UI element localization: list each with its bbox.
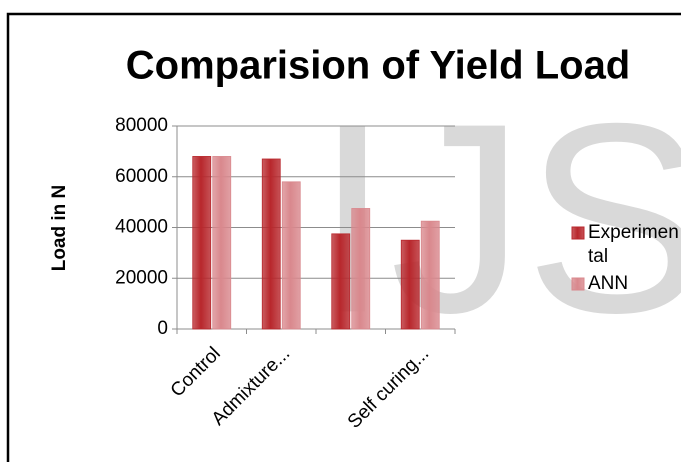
bar [400, 239, 420, 330]
bar [192, 156, 212, 330]
bar [281, 181, 301, 330]
legend-label: ANN [588, 273, 629, 294]
legend-swatch [571, 226, 585, 240]
bar [212, 156, 232, 330]
y-tick-label: 20000 [115, 267, 168, 288]
watermark: IJS [315, 68, 681, 369]
legend-label: Experimental [588, 222, 679, 267]
y-tick-label: 60000 [115, 166, 168, 187]
legend-item: Experimental [588, 222, 679, 267]
legend-item: ANN [588, 273, 629, 294]
y-axis-label: Load in N [49, 185, 70, 272]
y-tick-label: 80000 [115, 115, 168, 136]
legend-swatch [571, 277, 585, 291]
bar [261, 158, 281, 330]
y-tick-label: 40000 [115, 217, 168, 238]
chart-title: Comparision of Yield Load [126, 44, 631, 88]
bar [331, 233, 351, 330]
y-tick-label: 0 [157, 318, 168, 339]
bar [351, 208, 371, 330]
bar [420, 220, 440, 330]
